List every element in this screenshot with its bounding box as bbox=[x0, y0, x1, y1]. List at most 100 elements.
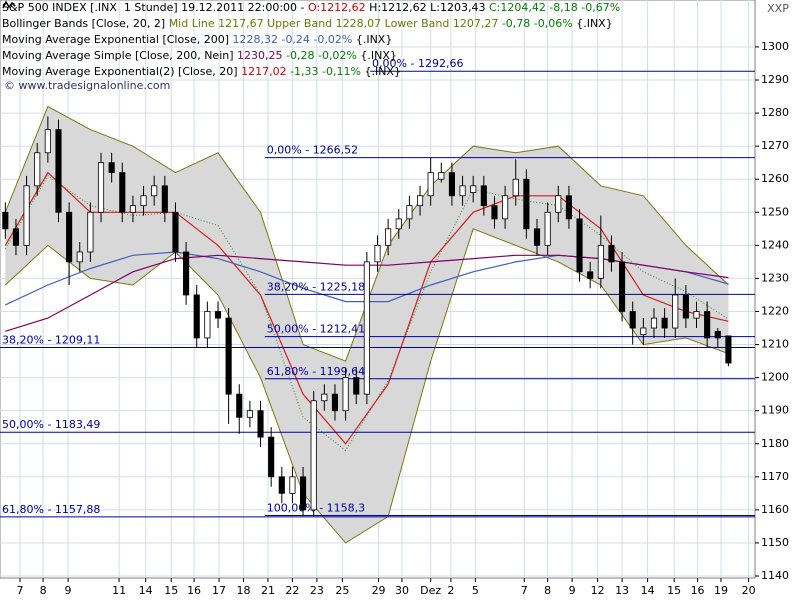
candle-body bbox=[289, 476, 296, 494]
candle-body bbox=[438, 172, 445, 180]
level-label: 61,80% - 1157,88 bbox=[2, 503, 100, 516]
lower-band bbox=[4, 228, 729, 544]
header-text: C:1204,42 -8,18 -0,67% bbox=[488, 1, 621, 14]
candle-body bbox=[385, 228, 392, 246]
candle-body bbox=[246, 410, 253, 418]
candle-body bbox=[23, 185, 30, 246]
header-text: H:1212,62 L:1203,43 bbox=[365, 1, 489, 14]
candle-body bbox=[704, 311, 711, 339]
header: S&P 500 INDEX [.INX 1 Stunde] 19.12.2011… bbox=[2, 0, 620, 80]
candle-body bbox=[257, 410, 264, 438]
candle-body bbox=[512, 178, 519, 197]
header-text: O:1212,62 bbox=[308, 1, 366, 14]
x-tick-label: 14 bbox=[139, 584, 153, 597]
corner-label: XXP bbox=[767, 2, 789, 15]
y-tick-label: 1200 bbox=[761, 371, 789, 384]
candle-body bbox=[502, 195, 509, 220]
y-tick-label: 1220 bbox=[761, 304, 789, 317]
candle-body bbox=[129, 205, 136, 213]
x-tick-label: 17 bbox=[212, 584, 226, 597]
candle-body bbox=[161, 185, 168, 213]
candle-body bbox=[448, 172, 455, 197]
candle-body bbox=[44, 129, 51, 154]
candle-body bbox=[331, 393, 339, 412]
header-line: Moving Average Simple [Close, 200, Nein]… bbox=[2, 0, 620, 64]
candle-body bbox=[97, 162, 105, 213]
candle-body bbox=[672, 294, 679, 329]
candle-body bbox=[406, 205, 413, 220]
header-line: S&P 500 INDEX [.INX 1 Stunde] 19.12.2011… bbox=[2, 0, 620, 16]
header-text: 1228,32 -0,24 -0,02% bbox=[232, 33, 353, 46]
x-tick-label: 7 bbox=[521, 584, 528, 597]
x-tick-label: 23 bbox=[310, 584, 324, 597]
watermark: © www.tradesignalonline.com bbox=[4, 79, 171, 92]
candle-body bbox=[523, 178, 530, 230]
y-tick-label: 1260 bbox=[761, 172, 789, 185]
candle-body bbox=[353, 377, 360, 395]
candle-body bbox=[76, 251, 83, 263]
candle-body bbox=[587, 271, 594, 279]
header-text: Bollinger Bands [Close, 20, 2] bbox=[2, 17, 169, 30]
candle-body bbox=[374, 244, 381, 263]
x-tick-label: 20 bbox=[742, 584, 756, 597]
candle-body bbox=[597, 244, 604, 279]
candle-body bbox=[565, 195, 572, 220]
candle-body bbox=[300, 476, 307, 511]
level-label: 38,20% - 1209,11 bbox=[2, 333, 100, 346]
candle-body bbox=[193, 294, 200, 339]
x-tick-label: 12 bbox=[591, 584, 605, 597]
y-tick-label: 1240 bbox=[761, 238, 789, 251]
header-text: -0,78 -0,06% bbox=[498, 17, 573, 30]
candle-body bbox=[214, 311, 222, 319]
header-text: {.INX} bbox=[356, 49, 397, 62]
y-tick-label: 1180 bbox=[761, 437, 789, 450]
x-tick-label: 30 bbox=[395, 584, 409, 597]
candle-body bbox=[427, 172, 434, 197]
candle-body bbox=[725, 335, 732, 364]
candle-body bbox=[87, 211, 94, 253]
candle-body bbox=[140, 195, 147, 207]
y-tick-label: 1140 bbox=[761, 569, 789, 582]
candle-body bbox=[66, 211, 73, 263]
header-text: {.INX} bbox=[352, 33, 393, 46]
y-tick-label: 1300 bbox=[761, 40, 789, 53]
header-text: 1230,25 bbox=[237, 49, 283, 62]
candle-body bbox=[395, 218, 402, 230]
x-tick-label: 21 bbox=[261, 584, 275, 597]
header-text: S&P 500 INDEX [.INX 1 Stunde] 19.12.2011… bbox=[2, 1, 309, 14]
header-line: Moving Average Exponential(2) [Close, 20… bbox=[2, 0, 620, 80]
candle-body bbox=[268, 436, 275, 478]
x-tick-label: 7 bbox=[16, 584, 23, 597]
candle-body bbox=[650, 317, 658, 329]
candle-body bbox=[459, 185, 466, 197]
level-label: 38,20% - 1225,18 bbox=[267, 280, 365, 293]
candle-body bbox=[321, 393, 328, 402]
candle-body bbox=[480, 185, 487, 207]
y-tick-label: 1270 bbox=[761, 139, 789, 152]
x-tick-label: 19 bbox=[714, 584, 728, 597]
x-tick-label: 9 bbox=[65, 584, 72, 597]
candle-body bbox=[640, 327, 647, 336]
x-tick-label: 14 bbox=[641, 584, 655, 597]
level-label: 0,00% - 1266,52 bbox=[267, 144, 358, 157]
candle-body bbox=[342, 377, 349, 412]
candle-body bbox=[172, 211, 179, 253]
header-text: {.INX} bbox=[360, 65, 401, 78]
header-line: Bollinger Bands [Close, 20, 2] Mid Line … bbox=[2, 0, 620, 32]
candle-body bbox=[278, 476, 285, 494]
candle-body bbox=[682, 294, 689, 319]
candle-body bbox=[693, 311, 700, 319]
indicator-icon bbox=[2, 0, 16, 9]
level-label: 50,00% - 1212,41 bbox=[267, 323, 365, 336]
indicator-line bbox=[4, 171, 729, 445]
x-tick-label: 8 bbox=[544, 584, 551, 597]
candle-body bbox=[555, 195, 562, 213]
candle-body bbox=[363, 261, 370, 395]
header-text: -1,33 -0,11% bbox=[286, 65, 361, 78]
x-tick-label: 15 bbox=[667, 584, 681, 597]
candle-body bbox=[119, 172, 126, 213]
y-tick-label: 1210 bbox=[761, 338, 789, 351]
header-text: Mid Line 1217,67 Upper Band 1228,07 Lowe… bbox=[168, 17, 499, 30]
